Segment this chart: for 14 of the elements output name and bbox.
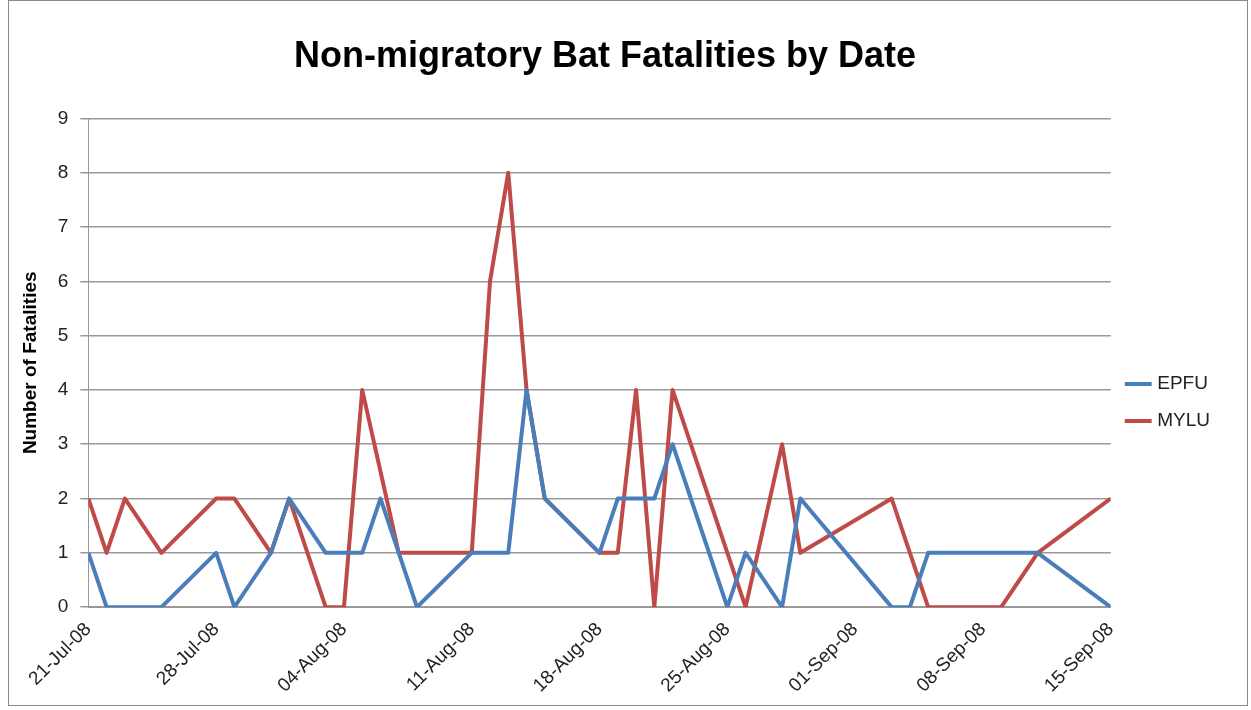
y-tick-label: 1 [57,541,69,563]
y-tick-label: 8 [57,160,69,182]
y-tick-label: 3 [57,432,69,454]
y-axis-title: Number of Fatalities [18,271,40,455]
y-tick-label: 4 [57,378,69,400]
y-tick-label: 0 [57,595,69,617]
y-tick-label: 9 [57,106,69,128]
y-tick-label: 7 [57,215,69,237]
legend-label: MYLU [1157,409,1211,431]
y-tick-label: 2 [57,486,69,508]
y-tick-label: 5 [57,323,69,345]
legend-label: EPFU [1157,372,1208,394]
y-tick-label: 6 [57,269,69,291]
chart-title: Non-migratory Bat Fatalities by Date [292,34,918,76]
